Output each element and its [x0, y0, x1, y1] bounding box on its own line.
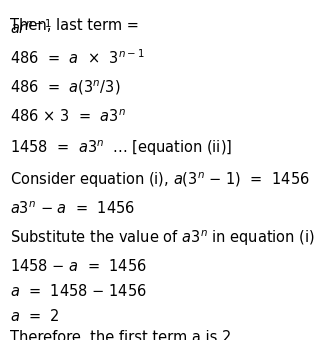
Text: 486 × 3  =  $a$3$^n$: 486 × 3 = $a$3$^n$ [10, 108, 126, 124]
Text: 1458  =  $a$3$^n$  ... [equation (ii)]: 1458 = $a$3$^n$ ... [equation (ii)] [10, 138, 232, 158]
Text: 486  =  $a$(3$^n$/3): 486 = $a$(3$^n$/3) [10, 78, 120, 97]
Text: $a$  =  1458 − 1456: $a$ = 1458 − 1456 [10, 283, 147, 299]
Text: Consider equation (i), $a$(3$^n$ − 1)  =  1456: Consider equation (i), $a$(3$^n$ − 1) = … [10, 170, 310, 190]
Text: 486  =  $a$  ×  3$^{n-1}$: 486 = $a$ × 3$^{n-1}$ [10, 48, 145, 67]
Text: Substitute the value of $a$3$^n$ in equation (i),: Substitute the value of $a$3$^n$ in equa… [10, 228, 315, 248]
Text: $ar^{n-1}$: $ar^{n-1}$ [10, 18, 52, 37]
Text: $a$3$^n$ − $a$  =  1456: $a$3$^n$ − $a$ = 1456 [10, 200, 135, 217]
Text: Therefore, the first term a is 2.: Therefore, the first term a is 2. [10, 330, 236, 340]
Text: $a$  =  2: $a$ = 2 [10, 308, 60, 324]
Text: 1458 − $a$  =  1456: 1458 − $a$ = 1456 [10, 258, 147, 274]
Text: Then, last term =: Then, last term = [10, 18, 144, 33]
